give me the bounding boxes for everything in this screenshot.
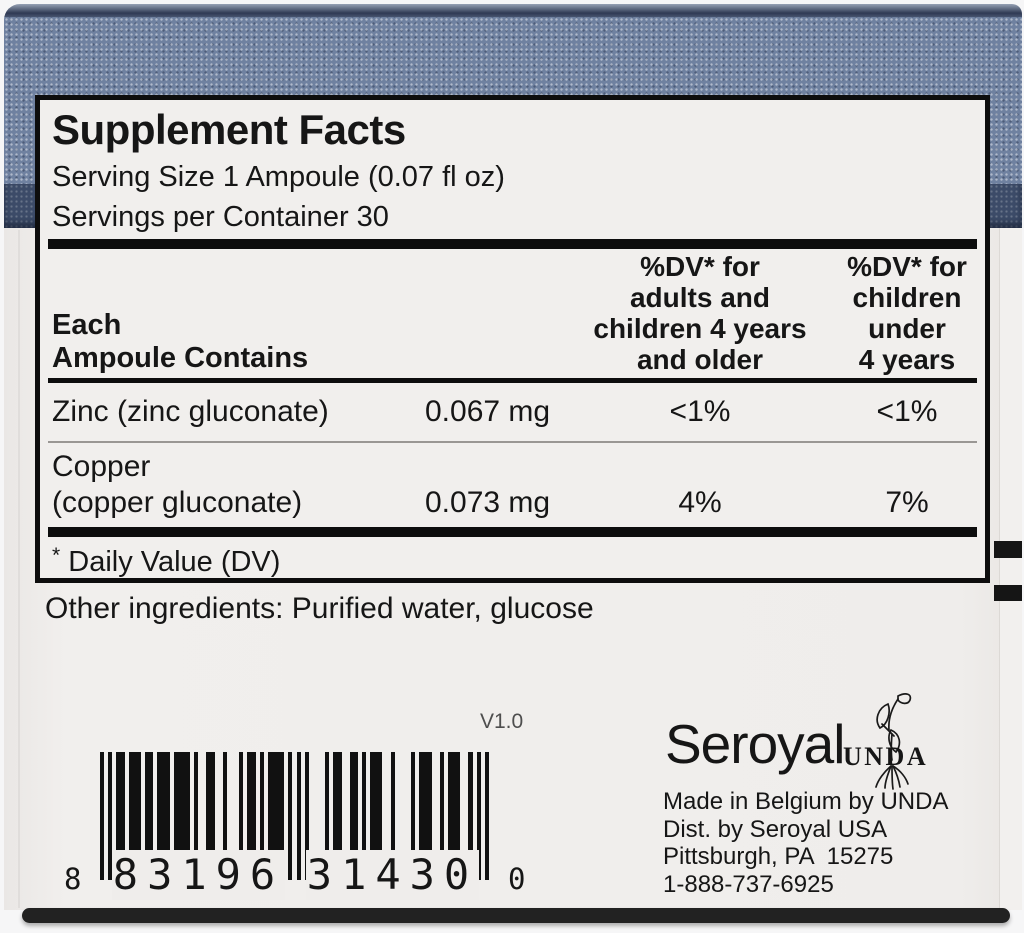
thick-rule [48, 239, 977, 249]
serving-size-text: Serving Size 1 Ampoule (0.07 fl oz) [52, 161, 505, 193]
barcode-lead-digit: 8 [64, 862, 82, 896]
box-bottom-edge-shadow [22, 908, 1010, 923]
box-left-edge-line [18, 230, 20, 908]
address-line: Pittsburgh, PA 15275 [663, 843, 894, 870]
version-code: V1.0 [480, 710, 524, 733]
unda-plant-icon [875, 693, 912, 790]
thick-rule [48, 527, 977, 537]
servings-per-container-text: Servings per Container 30 [52, 201, 389, 233]
barcode-digits-left-group: 83196 [112, 850, 285, 900]
row-copper-name-line1: Copper [52, 450, 151, 483]
ingredient-column-header: Each Ampoule Contains [52, 309, 309, 374]
row-copper-amount: 0.073 mg [425, 486, 551, 519]
supplement-facts-panel: Supplement Facts Serving Size 1 Ampoule … [35, 95, 990, 583]
box-top-fold-edge [4, 4, 1022, 17]
unda-wordmark: UNDA [843, 742, 929, 771]
dv-adults-column-header: %DV* for adults and children 4 years and… [593, 251, 807, 375]
distributor-address: Made in Belgium by UNDA Dist. by Seroyal… [663, 788, 948, 898]
address-line: Made in Belgium by UNDA [663, 788, 949, 815]
row-divider-rule [48, 441, 977, 443]
header-underline-rule [48, 378, 977, 383]
row-copper-dv-children: 7% [885, 486, 929, 519]
row-zinc-name: Zinc (zinc gluconate) [52, 395, 329, 428]
barcode-bars [100, 752, 490, 880]
row-copper-dv-adults: 4% [678, 486, 722, 519]
brand-block: Seroyal UNDA Made in Belgium by UNDA Dis… [660, 693, 1024, 908]
panel-title: Supplement Facts [52, 106, 406, 153]
box-right-edge-strip [999, 228, 1022, 910]
address-line: Dist. by Seroyal USA [663, 815, 888, 843]
daily-value-footnote: * Daily Value (DV) [52, 544, 281, 578]
upc-barcode: 83196 31430 8 0 [62, 752, 542, 902]
address-line: 1-888-737-6925 [663, 870, 834, 898]
dv-children-column-header: %DV* for children under 4 years [847, 251, 967, 375]
row-zinc-dv-children: <1% [876, 395, 938, 428]
wraparound-bar-mark [994, 541, 1022, 558]
other-ingredients-text: Other ingredients: Purified water, gluco… [45, 592, 594, 625]
seroyal-wordmark: Seroyal [665, 713, 845, 775]
barcode-trail-digit: 0 [508, 862, 526, 896]
wraparound-bar-mark [994, 585, 1022, 601]
row-zinc-dv-adults: <1% [669, 395, 731, 428]
row-zinc-amount: 0.067 mg [425, 395, 551, 428]
row-copper-name-line2: (copper gluconate) [52, 486, 303, 519]
barcode-digits-right-group: 31430 [306, 850, 479, 900]
footnote-asterisk: * [52, 544, 61, 567]
